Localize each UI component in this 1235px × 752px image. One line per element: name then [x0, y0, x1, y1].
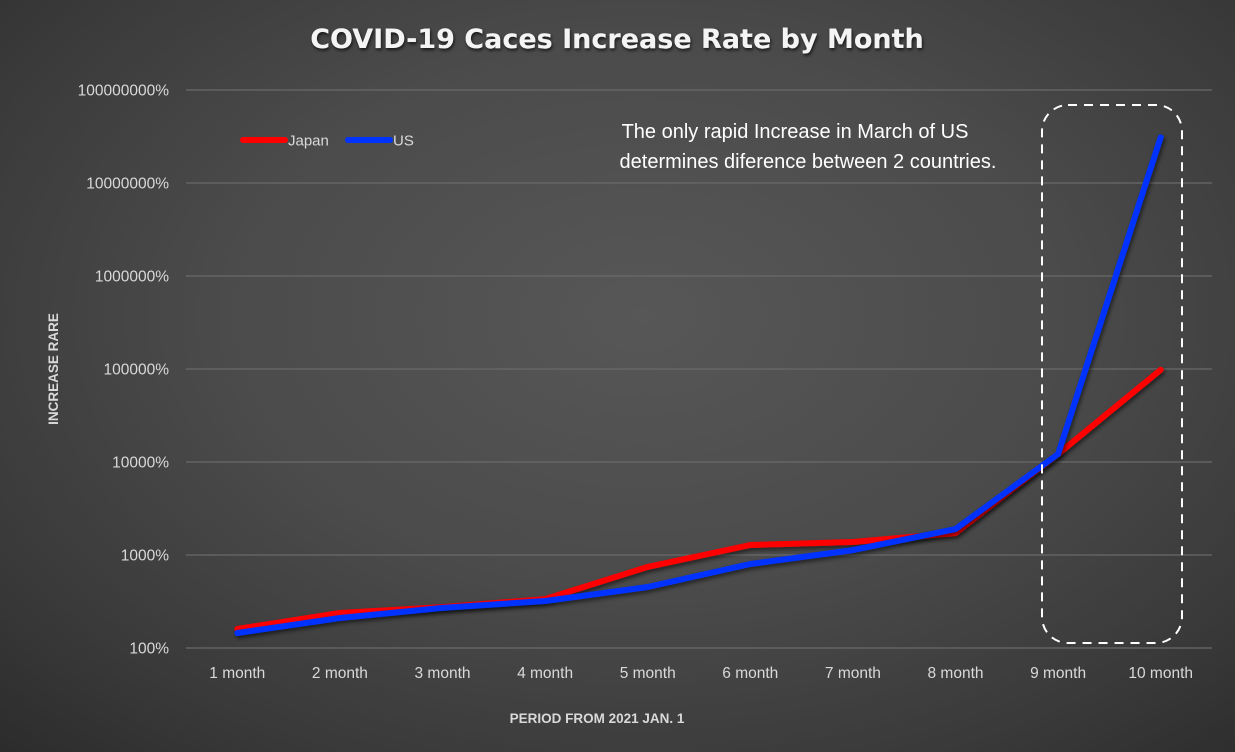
legend-label-japan: Japan	[288, 133, 329, 150]
x-tick-label: 4 month	[517, 665, 573, 682]
y-axis-title: INCREASE RARE	[46, 313, 61, 425]
x-tick-label: 5 month	[620, 665, 676, 682]
annotation-line-1: The only rapid Increase in March of US	[622, 121, 969, 143]
x-axis-title: PERIOD FROM 2021 JAN. 1	[510, 711, 685, 726]
y-tick-label: 10000000%	[86, 176, 169, 193]
series-line-japan	[234, 366, 1164, 632]
x-tick-label: 1 month	[209, 665, 265, 682]
gridlines	[186, 89, 1212, 649]
chart-title: COVID-19 Caces Increase Rate by Month	[310, 24, 924, 55]
legend-label-us: US	[393, 133, 414, 150]
x-tick-label: 6 month	[722, 665, 778, 682]
annotation-line-2: determines diference between 2 countries…	[620, 151, 997, 173]
series-lines	[234, 134, 1164, 636]
y-tick-label: 1000000%	[95, 269, 169, 286]
y-tick-label: 100000000%	[78, 83, 170, 100]
x-tick-label: 3 month	[414, 665, 470, 682]
y-tick-label: 100%	[129, 641, 169, 658]
y-axis-ticks: 100% 1000% 10000% 100000% 1000000% 10000000% 1…	[78, 83, 170, 658]
legend: Japan US	[240, 133, 414, 150]
x-tick-label: 10 month	[1128, 665, 1193, 682]
y-tick-label: 100000%	[103, 362, 169, 379]
y-tick-label: 10000%	[112, 455, 169, 472]
x-tick-label: 8 month	[927, 665, 983, 682]
highlight-box	[1041, 104, 1183, 644]
x-tick-label: 9 month	[1030, 665, 1086, 682]
series-line-us	[234, 134, 1164, 636]
x-tick-label: 2 month	[312, 665, 368, 682]
y-tick-label: 1000%	[121, 548, 169, 565]
x-tick-label: 7 month	[825, 665, 881, 682]
x-axis-ticks: 1 month 2 month 3 month 4 month 5 month 6 mon…	[209, 665, 1193, 682]
